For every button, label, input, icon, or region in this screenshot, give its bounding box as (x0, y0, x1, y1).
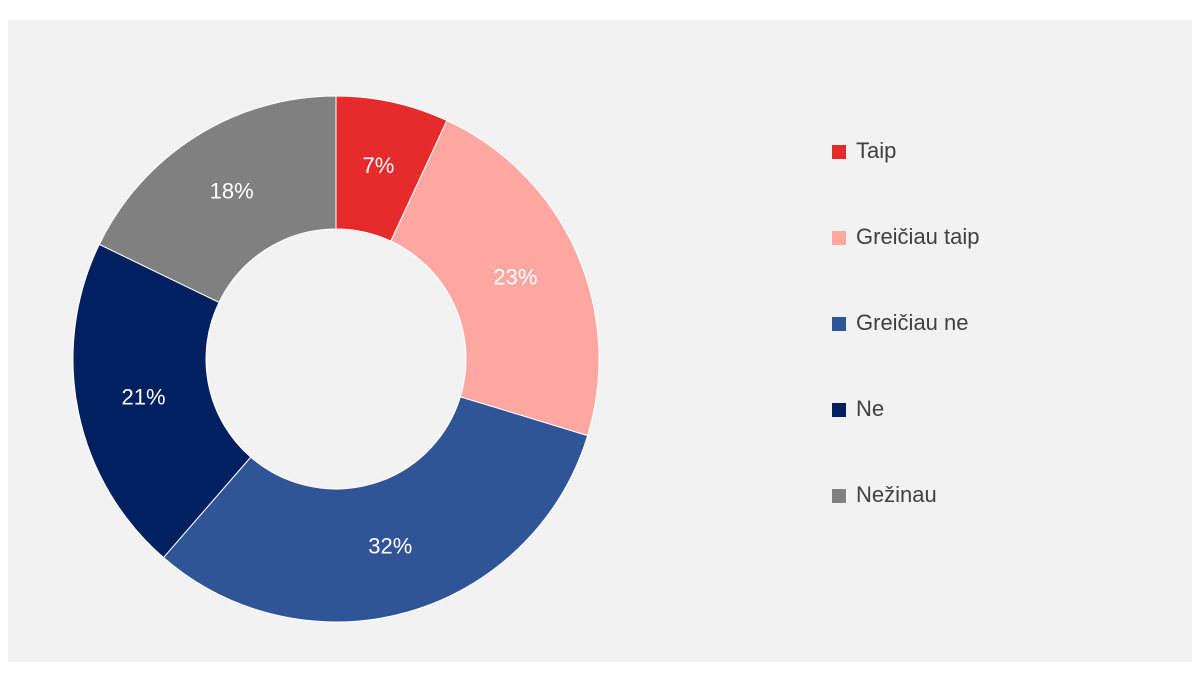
legend-label: Greičiau taip (856, 224, 980, 249)
value-label: 18% (210, 178, 254, 203)
legend-swatch (832, 231, 846, 245)
legend-label: Ne (856, 396, 884, 421)
value-label: 21% (121, 384, 165, 409)
legend-swatch (832, 489, 846, 503)
legend-swatch (832, 403, 846, 417)
legend-swatch (832, 145, 846, 159)
legend-label: Taip (856, 138, 896, 163)
donut-slice (390, 119, 600, 437)
legend-label: Greičiau ne (856, 310, 969, 335)
value-label: 7% (363, 153, 395, 178)
donut-slice (98, 95, 337, 304)
legend-label: Nežinau (856, 482, 937, 507)
donut-slice (72, 243, 252, 559)
value-label: 23% (493, 265, 537, 290)
value-label: 32% (368, 534, 412, 559)
donut-slice (162, 396, 589, 623)
legend-swatch (832, 317, 846, 331)
